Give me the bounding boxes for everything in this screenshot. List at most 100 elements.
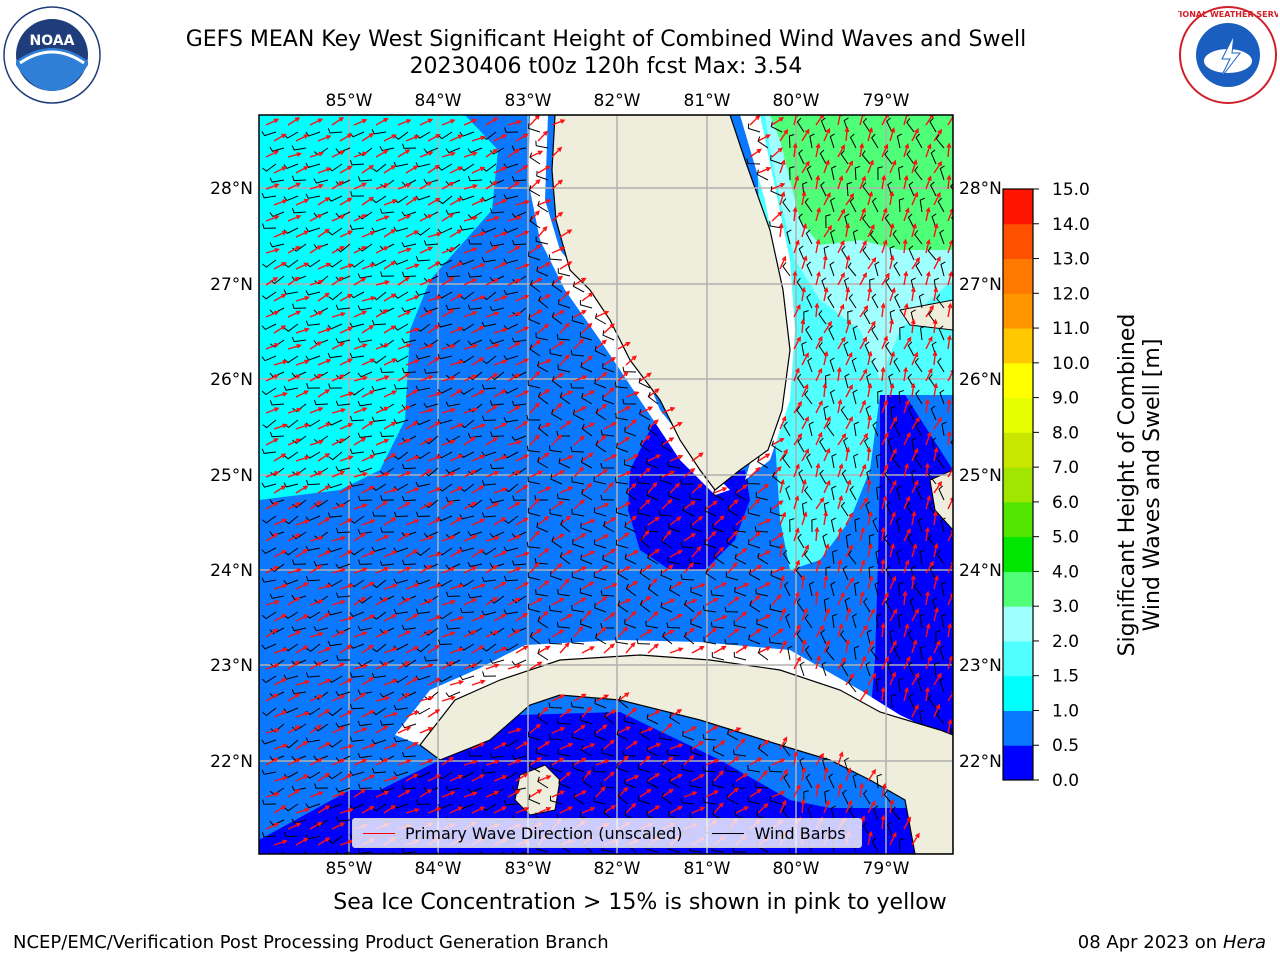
wave-direction-arrow [925, 115, 934, 126]
wave-direction-arrow [515, 613, 528, 622]
wave-arrow-head [780, 159, 786, 165]
wind-barb [661, 440, 673, 453]
wave-direction-arrow [793, 337, 801, 350]
wave-direction-arrow [515, 517, 528, 526]
wave-direction-arrow [867, 576, 873, 590]
wave-arrow-head [383, 246, 389, 251]
wave-direction-arrow [331, 759, 345, 766]
wave-arrow-head [427, 758, 434, 764]
wave-direction-arrow [353, 568, 367, 574]
wave-direction-arrow [581, 581, 594, 590]
wave-arrow-head [601, 434, 607, 440]
wave-arrow-head [516, 663, 522, 669]
wave-arrow-head [339, 470, 346, 476]
wave-direction-arrow [361, 582, 374, 590]
wind-barb [445, 401, 461, 407]
wave-arrow-head [824, 543, 830, 549]
wind-barb [840, 501, 849, 517]
wave-direction-arrow [309, 341, 322, 350]
wave-arrow-head [838, 623, 844, 629]
wave-arrow-head [493, 790, 500, 796]
wave-arrow-head [413, 710, 420, 716]
wave-direction-arrow [559, 708, 572, 718]
wave-direction-arrow [309, 758, 322, 766]
wave-direction-arrow [449, 389, 462, 398]
wave-direction-arrow [405, 165, 418, 174]
wave-arrow-head [281, 166, 288, 171]
wave-direction-arrow [295, 456, 309, 462]
wave-direction-arrow [507, 149, 520, 158]
wave-arrow-head [501, 134, 508, 139]
wind-barb [372, 579, 387, 589]
wave-arrow-head [522, 612, 529, 618]
wave-arrow-head [546, 359, 552, 364]
wave-direction-arrow [801, 512, 807, 526]
wave-arrow-head [369, 774, 376, 780]
wave-arrow-head [304, 455, 310, 461]
lat-label: 26°N [959, 370, 1002, 390]
wave-arrow-head [435, 261, 441, 267]
wave-arrow-head [479, 614, 486, 620]
wave-direction-arrow [441, 213, 454, 222]
wave-arrow-head [623, 371, 629, 377]
wave-direction-arrow [375, 725, 388, 734]
wave-arrow-head [458, 423, 464, 428]
wave-direction-arrow [925, 240, 930, 254]
wave-arrow-head [845, 286, 851, 293]
wave-direction-arrow [647, 773, 660, 782]
wind-barb [335, 338, 351, 344]
wind-barb [732, 846, 747, 853]
wind-barb [481, 547, 497, 556]
wave-direction-arrow [903, 433, 911, 446]
wind-barb [938, 485, 945, 501]
wind-barb [305, 575, 321, 582]
wind-barb [529, 344, 541, 357]
wind-barb [844, 597, 850, 613]
wind-barb [917, 677, 923, 693]
wave-arrow-head [796, 656, 801, 662]
wind-barb [732, 782, 747, 789]
wind-barb [305, 355, 321, 361]
wave-direction-arrow [889, 256, 894, 270]
wave-arrow-head [631, 355, 637, 361]
wave-arrow-head [564, 578, 570, 584]
wave-arrow-head [516, 440, 523, 445]
wave-direction-arrow [617, 692, 629, 702]
wind-barb [548, 702, 563, 709]
wave-direction-arrow [867, 160, 874, 174]
wind-barb [804, 486, 813, 501]
wind-barb [783, 421, 791, 437]
wave-direction-arrow [933, 448, 938, 462]
wind-barb [305, 803, 321, 809]
wave-direction-arrow [801, 129, 810, 142]
wind-barb [893, 421, 901, 437]
wave-direction-arrow [317, 647, 331, 654]
wind-barb [637, 508, 651, 517]
wave-direction-arrow [295, 712, 309, 718]
lat-label: 24°N [959, 561, 1002, 581]
wave-arrow-head [435, 134, 441, 139]
wave-arrow-head [325, 422, 332, 427]
wave-arrow-head [392, 776, 399, 781]
wind-barb [939, 165, 945, 181]
wave-direction-arrow [493, 614, 506, 622]
wave-arrow-head [324, 612, 331, 618]
wave-direction-arrow [449, 134, 463, 142]
wind-barb [556, 334, 571, 341]
wave-direction-arrow [815, 432, 823, 446]
wave-direction-arrow [405, 264, 419, 270]
wind-barb [593, 572, 607, 581]
wind-barb [830, 805, 836, 821]
wave-direction-arrow [933, 288, 938, 302]
wave-direction-arrow [779, 416, 786, 430]
wave-direction-arrow [639, 629, 652, 638]
wave-arrow-head [755, 498, 761, 504]
wave-arrow-head [435, 421, 441, 427]
wind-barb [822, 533, 828, 549]
wind-barb [423, 656, 439, 662]
wave-arrow-head [925, 238, 931, 245]
wave-direction-arrow [625, 775, 639, 782]
wind-barb [372, 511, 387, 517]
wave-arrow-head [712, 500, 718, 506]
wave-arrow-head [457, 327, 464, 332]
